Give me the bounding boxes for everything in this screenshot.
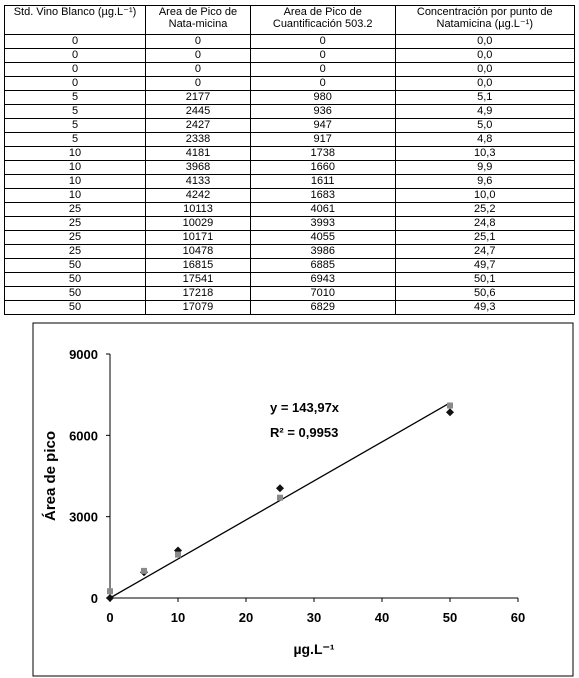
column-header: Area de Pico de Nata-micina bbox=[145, 5, 251, 35]
table-row: 5 2445 936 4,9 bbox=[4, 104, 576, 119]
point bbox=[106, 594, 114, 602]
column-header: Std. Vino Blanco (µg.L⁻¹) bbox=[4, 5, 146, 35]
table-row: 5 2177 980 5,1 bbox=[4, 90, 576, 105]
table-row: 10 4133 1611 9,6 bbox=[4, 174, 576, 189]
table-row: 10 3968 1660 9,9 bbox=[4, 160, 576, 175]
table-cell: 10,3 bbox=[394, 146, 576, 161]
y-tick-label: 6000 bbox=[69, 428, 98, 443]
equation: y = 143,97x bbox=[270, 400, 340, 415]
y-axis-label: Área de pico bbox=[42, 431, 59, 521]
x-tick-label: 30 bbox=[307, 610, 321, 625]
table-row: 50 17079 6829 49,3 bbox=[4, 300, 576, 315]
table-row: 10 4181 1738 10,3 bbox=[4, 146, 576, 161]
table-row: 10 4242 1683 10,0 bbox=[4, 188, 576, 203]
table-row: 25 10478 3986 24,7 bbox=[4, 244, 576, 259]
table-cell: 50,1 bbox=[394, 272, 576, 287]
table-cell: 4242 bbox=[145, 188, 251, 203]
y-tick-label: 3000 bbox=[69, 510, 98, 525]
column-header: Concentración por punto de Natamicina (µ… bbox=[394, 5, 576, 35]
point bbox=[277, 494, 283, 501]
point bbox=[175, 551, 181, 558]
chart-frame bbox=[32, 322, 574, 677]
table-row: 0 0 0 0,0 bbox=[4, 48, 576, 63]
point bbox=[446, 408, 454, 417]
x-tick-label: 50 bbox=[443, 610, 457, 625]
table-cell: 7010 bbox=[249, 286, 396, 301]
x-tick-label: 40 bbox=[375, 610, 389, 625]
table-row: 50 16815 6885 49,7 bbox=[4, 258, 576, 273]
table-row: 0 0 0 0,0 bbox=[4, 34, 576, 49]
table-cell: 17079 bbox=[145, 300, 251, 315]
x-tick-label: 20 bbox=[239, 610, 253, 625]
table-cell: 10113 bbox=[145, 202, 251, 217]
y-tick-label: 9000 bbox=[69, 347, 98, 362]
table-row: 0 0 0 0,0 bbox=[4, 76, 576, 91]
table-row: 0 0 0 0,0 bbox=[4, 62, 576, 77]
table-cell: 947 bbox=[249, 118, 396, 133]
point bbox=[107, 588, 113, 595]
r-squared: R² = 0,9953 bbox=[270, 425, 338, 440]
y-tick-label: 0 bbox=[91, 591, 98, 606]
data-table: Std. Vino Blanco (µg.L⁻¹) Area de Pico de… bbox=[4, 5, 576, 315]
table-cell: 2445 bbox=[145, 104, 251, 119]
table-cell: 10171 bbox=[145, 230, 251, 245]
x-tick-label: 0 bbox=[106, 610, 113, 625]
column-header: Area de Pico de Cuantificación 503.2 bbox=[249, 5, 396, 35]
table-cell: 49,3 bbox=[394, 300, 576, 315]
point bbox=[141, 567, 147, 574]
x-axis-label: µg.L⁻¹ bbox=[293, 641, 334, 657]
table-cell: 6829 bbox=[249, 300, 396, 315]
table-cell: 50 bbox=[4, 300, 146, 315]
point bbox=[276, 484, 284, 493]
point bbox=[447, 402, 453, 409]
table-cell: 4133 bbox=[145, 174, 251, 189]
x-tick-label: 10 bbox=[171, 610, 185, 625]
table-cell: 3968 bbox=[145, 160, 251, 175]
x-tick-label: 60 bbox=[511, 610, 525, 625]
table-row: 50 17218 7010 50,6 bbox=[4, 286, 576, 301]
